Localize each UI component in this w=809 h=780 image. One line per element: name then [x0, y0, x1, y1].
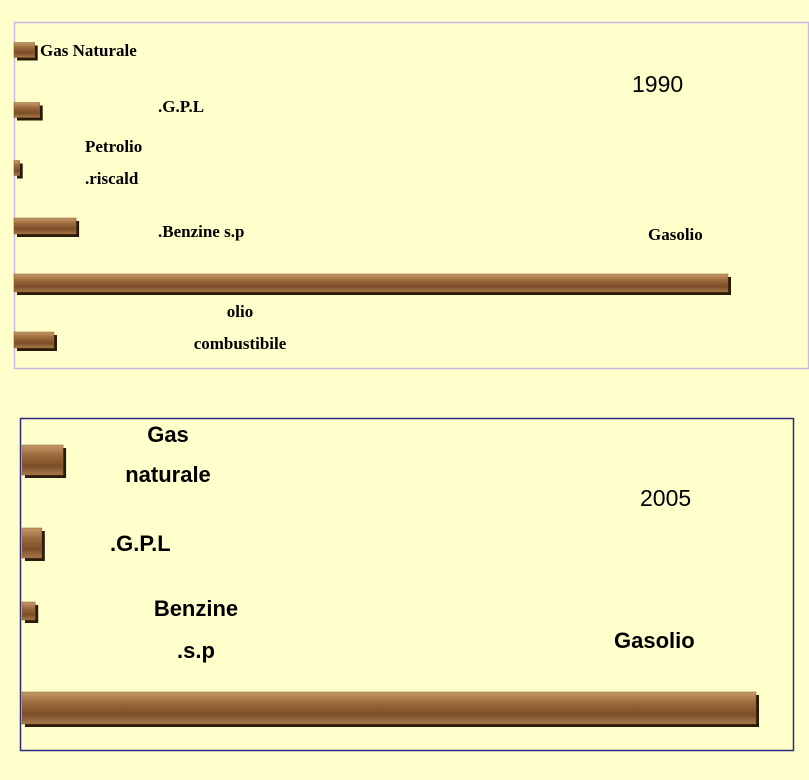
bar-label: .riscald: [85, 169, 139, 188]
bar-label: Gas: [147, 422, 189, 447]
bar: [21, 601, 36, 621]
bar: [21, 444, 64, 476]
bar: [13, 102, 40, 118]
bar: [13, 160, 20, 176]
bar: [13, 217, 77, 235]
bar: [13, 42, 35, 58]
bar-label: Benzine: [154, 596, 238, 621]
bar-label: Gasolio: [648, 225, 703, 244]
bar-label: Gas Naturale: [40, 41, 137, 60]
bar: [13, 273, 729, 293]
bar-label: .Benzine s.p: [158, 222, 244, 241]
bar-label: Gasolio: [614, 628, 695, 653]
bar-label: .s.p: [177, 638, 215, 663]
bar-label: olio: [227, 302, 253, 321]
chart-frame: [13, 21, 809, 370]
bar: [21, 527, 43, 559]
bar-label: .G.P.L: [158, 97, 204, 116]
bar: [21, 691, 757, 725]
chart-title: 2005: [640, 485, 691, 511]
bar-label: .G.P.L: [110, 531, 171, 556]
chart-title: 1990: [632, 71, 683, 97]
bar-label: combustibile: [194, 334, 287, 353]
bar-label: Petrolio: [85, 137, 142, 156]
bar-label: naturale: [125, 462, 211, 487]
bar: [13, 331, 55, 349]
